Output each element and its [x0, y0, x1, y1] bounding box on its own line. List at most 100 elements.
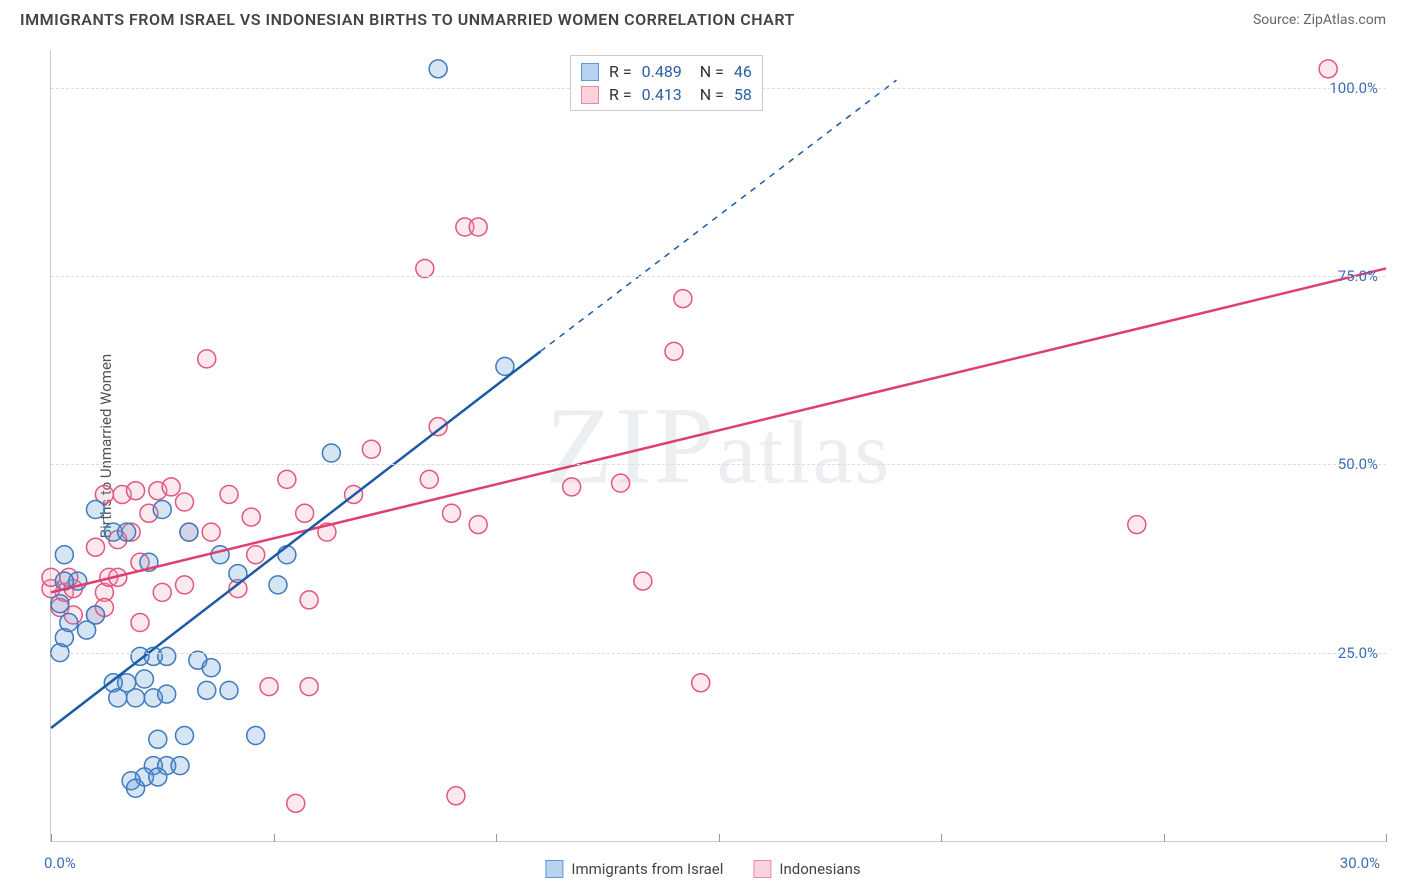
- data-point: [127, 689, 145, 707]
- data-point: [296, 504, 314, 522]
- data-point: [242, 508, 260, 526]
- data-point: [51, 595, 69, 613]
- gridline: [51, 653, 1386, 654]
- x-tick: [51, 834, 52, 842]
- data-point: [220, 681, 238, 699]
- data-point: [420, 470, 438, 488]
- n-value: 58: [734, 85, 752, 104]
- y-tick-label: 50.0%: [1338, 455, 1378, 473]
- data-point: [135, 670, 153, 688]
- data-point: [563, 478, 581, 496]
- data-point: [176, 576, 194, 594]
- data-point: [211, 546, 229, 564]
- trend-line: [51, 268, 1386, 592]
- x-tick: [274, 834, 275, 842]
- data-point: [87, 606, 105, 624]
- data-point: [176, 493, 194, 511]
- swatch-icon: [581, 86, 599, 104]
- source-prefix: Source:: [1253, 12, 1303, 28]
- n-label: N =: [692, 62, 724, 81]
- gridline: [51, 464, 1386, 465]
- data-point: [247, 546, 265, 564]
- data-point: [416, 259, 434, 277]
- y-tick-label: 25.0%: [1338, 644, 1378, 662]
- data-point: [322, 444, 340, 462]
- stats-row-series-2: R = 0.413 N = 58: [581, 83, 752, 106]
- data-point: [202, 659, 220, 677]
- data-point: [131, 614, 149, 632]
- data-point: [665, 342, 683, 360]
- x-tick-label: 30.0%: [1340, 854, 1380, 872]
- legend-item-series-1: Immigrants from Israel: [545, 860, 723, 878]
- data-point: [634, 572, 652, 590]
- data-point: [162, 478, 180, 496]
- data-point: [692, 674, 710, 692]
- data-point: [176, 727, 194, 745]
- data-point: [287, 794, 305, 812]
- stats-row-series-1: R = 0.489 N = 46: [581, 60, 752, 83]
- r-value: 0.489: [642, 62, 682, 81]
- data-point: [612, 474, 630, 492]
- x-tick: [1386, 834, 1387, 842]
- r-label: R =: [609, 62, 632, 81]
- chart-title: IMMIGRANTS FROM ISRAEL VS INDONESIAN BIR…: [20, 10, 795, 29]
- legend-label: Indonesians: [779, 860, 860, 878]
- swatch-icon: [581, 63, 599, 81]
- legend: Immigrants from Israel Indonesians: [545, 860, 860, 878]
- data-point: [278, 546, 296, 564]
- data-point: [60, 614, 78, 632]
- y-tick-label: 100.0%: [1329, 79, 1378, 97]
- data-point: [127, 482, 145, 500]
- correlation-stats-box: R = 0.489 N = 46 R = 0.413 N = 58: [570, 55, 763, 111]
- data-point: [198, 681, 216, 699]
- data-point: [469, 516, 487, 534]
- data-point: [260, 678, 278, 696]
- data-point: [158, 647, 176, 665]
- scatter-plot-svg: [51, 50, 1386, 841]
- data-point: [443, 504, 461, 522]
- x-tick: [719, 834, 720, 842]
- data-point: [118, 523, 136, 541]
- data-point: [447, 787, 465, 805]
- data-point: [429, 60, 447, 78]
- data-point: [153, 501, 171, 519]
- data-point: [269, 576, 287, 594]
- data-point: [149, 730, 167, 748]
- data-point: [1128, 516, 1146, 534]
- data-point: [153, 583, 171, 601]
- data-point: [278, 470, 296, 488]
- data-point: [171, 757, 189, 775]
- data-point: [149, 768, 167, 786]
- chart-plot-area: ZIPatlas 25.0%50.0%75.0%100.0%: [50, 50, 1386, 842]
- n-label: N =: [692, 85, 724, 104]
- data-point: [198, 350, 216, 368]
- data-point: [300, 591, 318, 609]
- data-point: [362, 440, 380, 458]
- data-point: [127, 779, 145, 797]
- x-tick: [941, 834, 942, 842]
- r-label: R =: [609, 85, 632, 104]
- r-value: 0.413: [642, 85, 682, 104]
- data-point: [300, 678, 318, 696]
- data-point: [202, 523, 220, 541]
- data-point: [674, 290, 692, 308]
- y-tick-label: 75.0%: [1338, 267, 1378, 285]
- data-point: [1319, 60, 1337, 78]
- swatch-icon: [545, 860, 563, 878]
- trend-line-extrapolated: [541, 80, 897, 351]
- data-point: [87, 501, 105, 519]
- data-point: [180, 523, 198, 541]
- n-value: 46: [734, 62, 752, 81]
- x-tick: [496, 834, 497, 842]
- data-point: [109, 689, 127, 707]
- legend-label: Immigrants from Israel: [571, 860, 723, 878]
- data-point: [220, 485, 238, 503]
- gridline: [51, 276, 1386, 277]
- swatch-icon: [753, 860, 771, 878]
- x-tick-label: 0.0%: [44, 854, 76, 872]
- data-point: [469, 218, 487, 236]
- data-point: [158, 685, 176, 703]
- data-point: [55, 546, 73, 564]
- data-point: [247, 727, 265, 745]
- source-name: ZipAtlas.com: [1303, 12, 1386, 28]
